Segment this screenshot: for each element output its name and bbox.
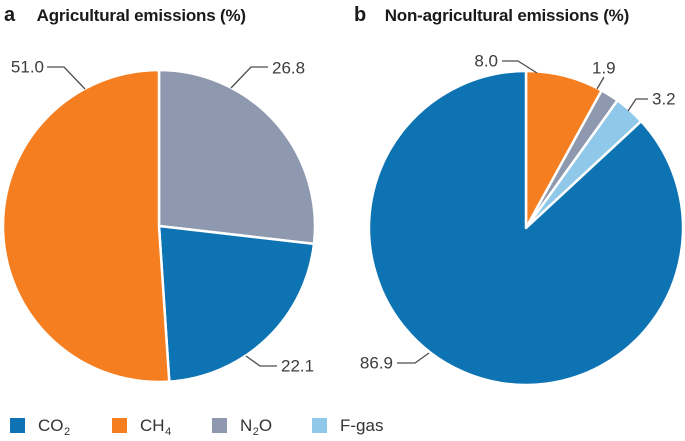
pie-a-leader-line-co2 [245,355,277,367]
pie-a-slice-ch4 [1,68,171,384]
panel-b-title-text: Non-agricultural emissions (%) [384,6,630,25]
legend-item-co2: CO2 [10,416,71,438]
co2-swatch-icon [10,418,25,433]
legend-label-fgas: F-gas [340,416,384,435]
legend-item-ch4: CH4 [112,416,172,438]
panel-a-title: a Agricultural emissions (%) [4,4,246,27]
legend-label-n2o: N2O [240,416,273,438]
pie-b-value-label-n2o: 1.9 [592,58,616,78]
panel-b-letter: b [354,4,366,26]
ch4-swatch-icon [112,418,127,433]
pie-a-slice-co2 [157,224,316,383]
pie-b-leader-line-co2 [397,352,430,364]
pie-b-slice-co2 [367,69,685,387]
pie-a-leader-line-ch4 [47,66,86,90]
legend-item-fgas: F-gas [312,417,384,434]
pie-b-value-label-ch4: 8.0 [474,51,498,71]
pie-b-leader-line-f-gas [627,98,648,112]
legend-label-co2: CO2 [38,416,71,438]
panel-a-title-text: Agricultural emissions (%) [36,6,246,25]
pie-b-leader-line-n2o [596,76,605,90]
n2o-swatch-icon [212,418,227,433]
pie-a-leader-line-n2o [230,66,268,89]
pie-b-value-label-co2: 86.9 [359,353,393,373]
legend-item-n2o: N2O [212,416,273,438]
fgas-swatch-icon [312,418,327,433]
panel-a-letter: a [4,4,15,26]
panel-b-title: b Non-agricultural emissions (%) [354,4,629,27]
pie-a-value-label-ch4: 51.0 [10,57,44,77]
legend-label-ch4: CH4 [140,416,172,438]
pie-a-slice-n2o [157,68,317,246]
pie-b-leader-line-ch4 [502,60,538,74]
pie-a-value-label-co2: 22.1 [281,356,315,376]
pie-b-value-label-f-gas: 3.2 [652,89,676,109]
pie-a-value-label-n2o: 26.8 [272,58,306,78]
legend: CO2 CH4 N2O F-gas [0,416,685,438]
